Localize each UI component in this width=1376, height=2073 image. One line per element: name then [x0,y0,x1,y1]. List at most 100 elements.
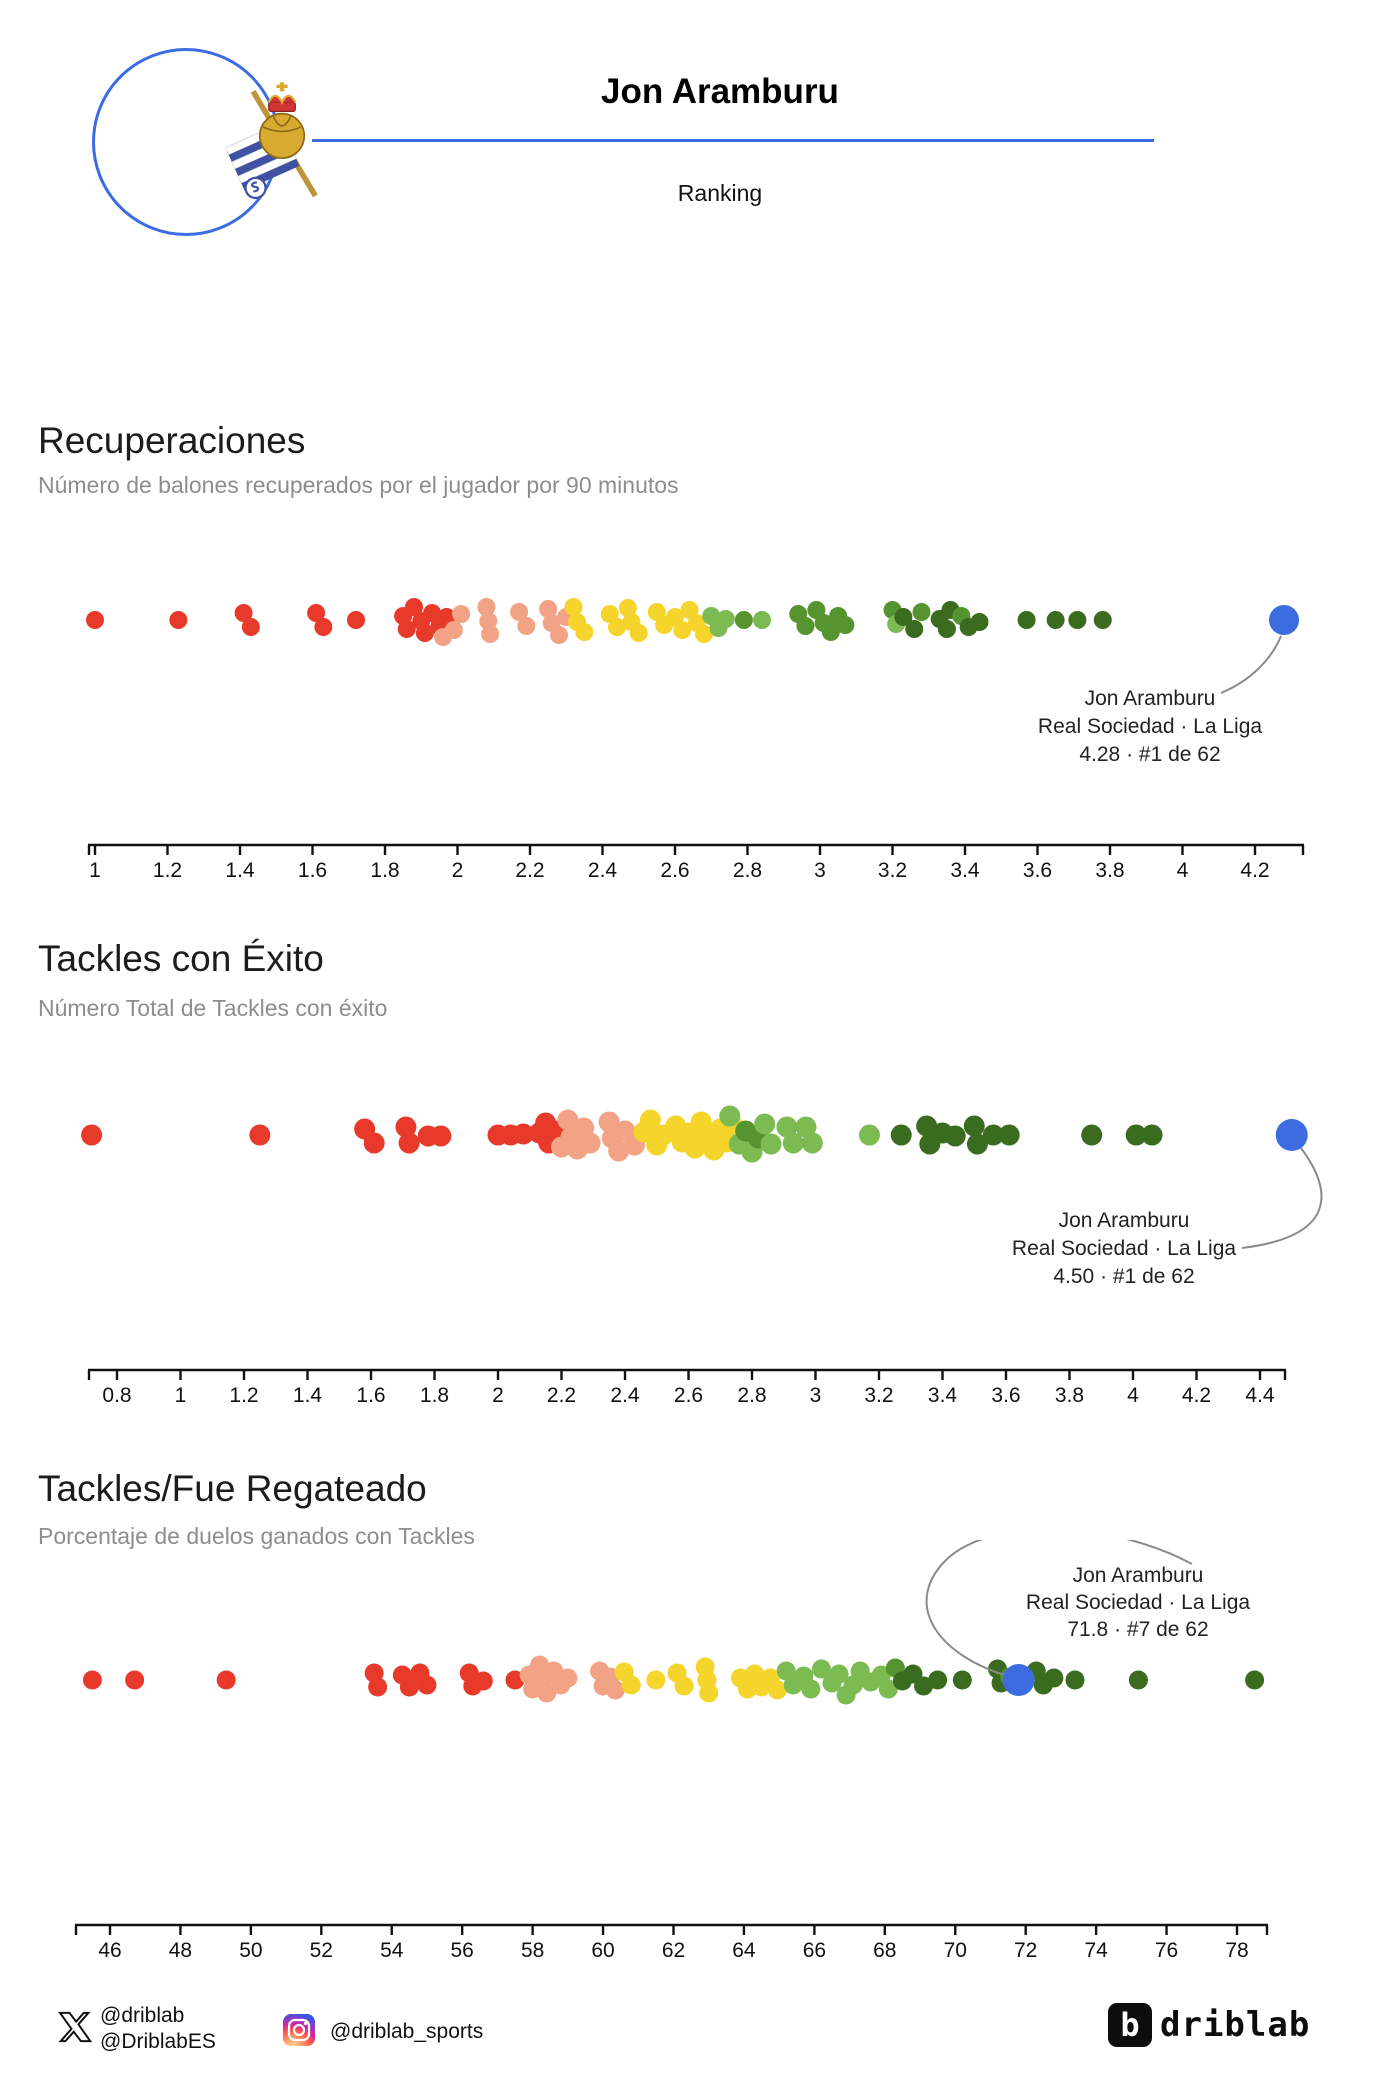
axis-tick-label: 2.6 [674,1384,703,1407]
chart2-subtitle: Número Total de Tackles con éxito [38,995,388,1021]
player-dot [1128,1670,1148,1690]
player-dot [1141,1124,1163,1146]
highlighted-player-dot [1002,1664,1035,1696]
axis-tick-label: 62 [662,1939,685,1962]
player-dot [699,1683,719,1703]
real-sociedad-crest [226,82,318,200]
axis-tick-label: 1.2 [153,859,182,882]
axis-tick-label: 1.2 [229,1384,258,1407]
player-dot [216,1670,236,1690]
player-dot [737,1679,757,1699]
player-dot [621,1675,641,1695]
player-dot [928,1670,948,1690]
player-dot [776,1661,796,1681]
driblab-logo: b driblab [1108,2003,1310,2047]
driblab-logo-icon: b [1108,2003,1152,2047]
player-dot [646,1670,666,1690]
axis-tick-label: 3.4 [950,859,980,882]
player-dot [363,1132,385,1154]
player-dot [125,1670,145,1690]
axis-tick-label: 3.4 [928,1384,958,1407]
player-dot [444,621,463,639]
annotation-line: Real Sociedad · La Liga [1026,1591,1250,1614]
axis-tick-label: 2 [492,1384,504,1407]
player-dot [801,1132,823,1154]
player-dot [539,600,558,618]
player-dot [754,1113,776,1135]
player-dot [719,1105,741,1127]
driblab-wordmark: driblab [1160,2005,1311,2045]
player-dot [760,1133,782,1155]
player-dot [1245,1670,1265,1690]
player-dot [314,618,333,636]
axis-tick-label: 2.2 [547,1384,576,1407]
player-dot [843,1675,863,1695]
x-handles: @driblab @DriblabES [100,2003,216,2055]
player-dot [307,604,326,622]
player-dot [952,1670,972,1690]
axis-tick-label: 3.2 [878,859,907,882]
annotation-line: 4.28 · #1 de 62 [1079,743,1220,766]
highlighted-player-dot [1269,605,1299,635]
crest-crown [267,82,297,112]
player-dot [795,1116,817,1138]
x-twitter-icon [58,2011,92,2043]
player-dot [674,1676,694,1696]
player-dot [608,1140,630,1162]
axis-tick-label: 4 [1177,859,1189,882]
player-dot [1046,611,1065,629]
player-dot [579,1132,601,1154]
axis-tick-label: 4 [1127,1384,1139,1407]
player-dot [598,1111,620,1133]
player-dot [510,603,529,621]
player-dot [801,1679,821,1699]
player-dot [811,1659,831,1679]
player-dot [517,617,536,635]
player-dot [1125,1124,1147,1146]
axis-tick-label: 3.8 [1055,1384,1084,1407]
player-dot [481,625,500,643]
player-dot [1017,611,1036,629]
chart1-strip-plot: 1 1.2 1.4 1.6 1.8 2 2.2 2.4 2.6 2.8 3 3.2 3.4 3.6 3.8 4… [86,598,1305,882]
player-dot [1044,1668,1064,1688]
player-dot [368,1677,388,1697]
axis-tick-label: 4.2 [1182,1384,1211,1407]
axis-tick-label: 2.4 [588,859,618,882]
player-dot [871,1665,891,1685]
annotation-line: Real Sociedad · La Liga [1012,1237,1236,1260]
player-dot [1068,611,1087,629]
instagram-handle: @driblab_sports [330,2020,484,2043]
player-dot [944,1125,966,1147]
axis-tick-label: 74 [1084,1939,1108,1962]
player-dot [249,1124,271,1146]
player-dot [894,608,913,626]
player-dot [550,626,568,644]
player-dot [963,1115,985,1137]
axis-tick-label: 2.8 [737,1384,766,1407]
player-dot [916,1115,938,1137]
crest-ball [258,112,306,159]
axis-tick-label: 60 [591,1939,614,1962]
player-dot [473,1671,493,1691]
annotation-line: 4.50 · #1 de 62 [1053,1265,1194,1288]
player-dot [618,599,637,617]
axis-tick-label: 2 [452,859,464,882]
player-dot [905,620,924,638]
x-handle-1: @driblab [100,2004,185,2027]
annotation-line: Real Sociedad · La Liga [1038,715,1262,738]
player-dot [512,1123,534,1145]
axis-tick-label: 1 [89,859,101,882]
chart2-title: Tackles con Éxito [38,938,324,979]
crest-flag [226,122,300,200]
player-dot [399,1677,419,1697]
player-dot [998,1124,1020,1146]
player-dot [575,623,594,641]
player-dot [477,598,496,616]
axis-tick-label: 3.6 [991,1384,1020,1407]
player-dot [544,1661,564,1681]
axis-tick-label: 2.6 [660,859,689,882]
player-dot [397,620,416,638]
axis-tick-label: 0.8 [102,1384,131,1407]
player-dot [452,605,471,623]
